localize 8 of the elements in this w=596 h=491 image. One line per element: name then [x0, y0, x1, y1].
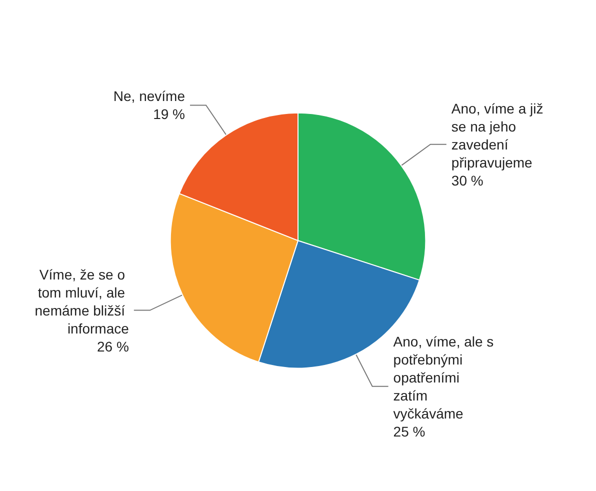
slice-label: Ano, víme a již se na jeho zavedení připravujeme: [451, 100, 548, 170]
data-label: 26 %: [96, 338, 129, 354]
slice-label: Ano, víme, ale s potřebnými opatřeními zatím vyčkáváme: [393, 333, 498, 422]
slice-label: Ne, nevíme: [113, 88, 186, 104]
data-label: 25 %: [393, 423, 426, 440]
data-label: 19 %: [153, 106, 186, 122]
data-label: 30 %: [451, 172, 484, 188]
slice-label: Víme, že se o tom mluví, ale nemáme bližší informace: [34, 266, 130, 336]
